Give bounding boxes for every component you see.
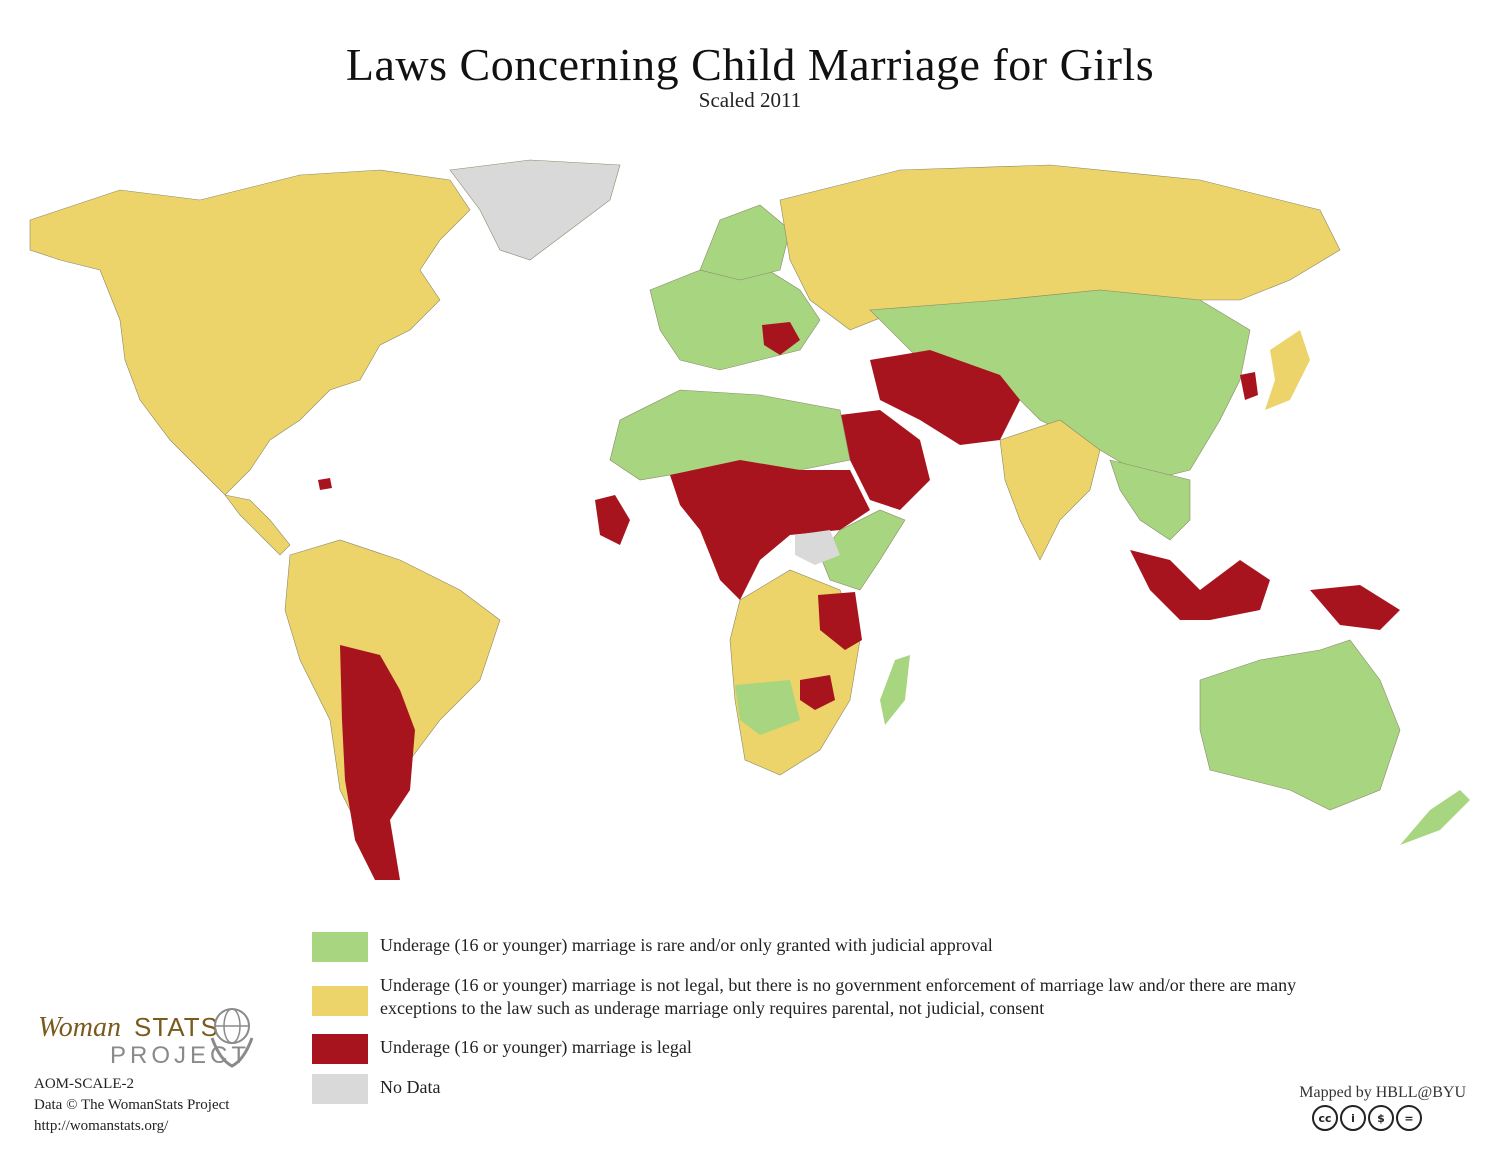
- globe-hands-icon: [210, 1008, 254, 1068]
- logo-project-text: PROJECT: [110, 1042, 251, 1069]
- region-new-zealand: [1400, 790, 1470, 845]
- nc-icon: $: [1368, 1105, 1394, 1131]
- region-central-america: [224, 494, 291, 556]
- region-romania: [762, 322, 800, 355]
- legend-item-gray: No Data: [312, 1074, 1300, 1104]
- womanstats-logo: Woman STATS PROJECT: [34, 1002, 264, 1072]
- logo-woman-text: Woman: [38, 1012, 121, 1043]
- by-icon: i: [1340, 1105, 1366, 1131]
- region-se-asia: [1109, 459, 1191, 541]
- region-botswana: [735, 680, 800, 735]
- region-haiti: [318, 478, 332, 490]
- region-greenland: [449, 159, 621, 261]
- region-zimbabwe: [800, 675, 835, 710]
- region-japan: [1265, 330, 1310, 410]
- region-scandinavia: [699, 204, 791, 281]
- region-arabia: [840, 410, 930, 510]
- region-madagascar: [880, 655, 910, 725]
- world-map: [29, 159, 1470, 880]
- data-credit: Data © The WomanStats Project: [34, 1097, 230, 1113]
- region-png: [1310, 585, 1400, 630]
- footer-left: AOM-SCALE-2 Data © The WomanStats Projec…: [34, 1074, 229, 1137]
- legend-item-yellow: Underage (16 or younger) marriage is not…: [312, 974, 1300, 1020]
- region-central-africa: [670, 460, 870, 600]
- region-south-sudan: [795, 530, 840, 565]
- region-indonesia: [1130, 550, 1270, 620]
- legend-label-green: Underage (16 or younger) marriage is rar…: [380, 935, 993, 955]
- map-code: AOM-SCALE-2: [34, 1076, 134, 1092]
- region-west-africa-coast: [595, 495, 630, 545]
- region-korea: [1240, 372, 1258, 400]
- region-tanzania: [818, 592, 862, 650]
- legend-label-red: Underage (16 or younger) marriage is leg…: [380, 1037, 692, 1057]
- legend-swatch-red: [312, 1034, 368, 1064]
- legend-item-green: Underage (16 or younger) marriage is rar…: [312, 932, 1300, 962]
- legend-swatch-yellow: [312, 986, 368, 1016]
- nd-icon: =: [1396, 1105, 1422, 1131]
- cc-icon: cc: [1312, 1105, 1338, 1131]
- region-north-africa: [609, 389, 851, 481]
- creative-commons-badges: cc i $ =: [1312, 1105, 1422, 1131]
- region-russia: [779, 164, 1341, 331]
- logo-stats-text: STATS: [134, 1012, 219, 1042]
- region-north-america: [29, 169, 471, 496]
- region-europe: [649, 264, 821, 371]
- region-australia: [1199, 639, 1401, 811]
- legend-label-yellow: Underage (16 or younger) marriage is not…: [380, 975, 1297, 1018]
- legend-swatch-gray: [312, 1074, 368, 1104]
- region-argentina-chile: [340, 645, 415, 880]
- source-url[interactable]: http://womanstats.org/: [34, 1118, 169, 1134]
- mapped-by: Mapped by HBLL@BYU: [1299, 1084, 1466, 1101]
- region-iran-afghanistan: [870, 350, 1020, 445]
- legend-item-red: Underage (16 or younger) marriage is leg…: [312, 1034, 1300, 1064]
- map-title: Laws Concerning Child Marriage for Girls: [345, 39, 1155, 90]
- region-india: [999, 419, 1101, 561]
- legend-label-gray: No Data: [380, 1077, 441, 1097]
- legend-swatch-green: [312, 932, 368, 962]
- map-subtitle: Scaled 2011: [698, 88, 802, 112]
